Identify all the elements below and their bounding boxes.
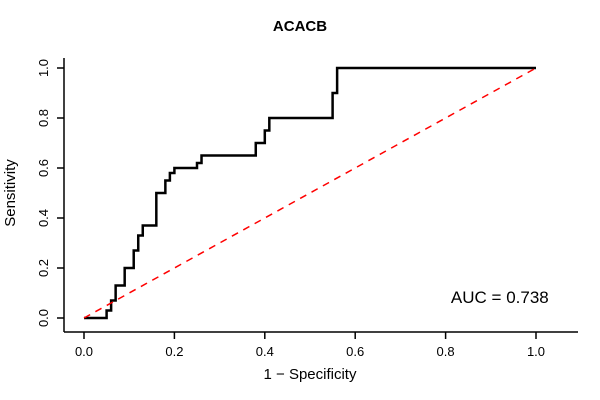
x-tick-label: 1.0 (527, 344, 545, 359)
auc-annotation: AUC = 0.738 (451, 288, 549, 307)
y-tick-label: 0.4 (36, 209, 51, 227)
y-tick-label: 0.2 (36, 259, 51, 277)
chart-title: ACACB (273, 18, 327, 35)
x-tick-label: 0.8 (437, 344, 455, 359)
x-tick-label: 0.4 (256, 344, 274, 359)
chance-diagonal-line (83, 67, 537, 319)
x-tick-label: 0.2 (165, 344, 183, 359)
x-tick-label: 0.6 (346, 344, 364, 359)
y-tick-label: 0.0 (36, 309, 51, 327)
y-tick-label: 0.6 (36, 159, 51, 177)
x-axis-label: 1 − Specificity (264, 366, 357, 383)
y-axis-label: Sensitivity (2, 159, 19, 227)
chart-series (83, 66, 537, 320)
roc-curve-line (84, 66, 536, 320)
y-axis-ticks: 0.0 0.2 0.4 0.6 0.8 1.0 (36, 59, 64, 327)
x-axis-ticks: 0.0 0.2 0.4 0.6 0.8 1.0 (75, 332, 545, 359)
x-tick-label: 0.0 (75, 344, 93, 359)
y-tick-label: 1.0 (36, 59, 51, 77)
y-tick-label: 0.8 (36, 109, 51, 127)
